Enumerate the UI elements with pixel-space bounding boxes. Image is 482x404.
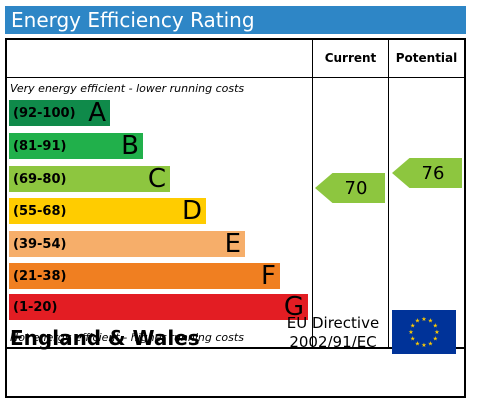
band-letter: A	[88, 98, 106, 128]
flag-star: ★	[415, 318, 420, 325]
band-letter: C	[147, 164, 166, 194]
flag-star: ★	[421, 342, 426, 349]
flag-star: ★	[410, 336, 415, 343]
band-range: (21-38)	[13, 268, 67, 284]
bottom-note: Not energy efficient - higher running co…	[10, 331, 244, 344]
band-b: (81-91) B	[9, 133, 143, 159]
band-f: (21-38) F	[9, 263, 280, 289]
band-range: (69-80)	[13, 171, 67, 187]
band-letter: F	[261, 261, 276, 291]
footer-divider	[7, 347, 464, 349]
band-letter: B	[121, 131, 139, 161]
band-letter: D	[181, 196, 202, 226]
band-range: (81-91)	[13, 138, 67, 154]
potential-rating-value: 76	[421, 162, 445, 184]
header-divider	[7, 77, 464, 78]
band-c: (69-80) C	[9, 166, 170, 192]
flag-star: ★	[434, 329, 439, 336]
band-g: (1-20) G	[9, 294, 308, 320]
band-letter: E	[224, 229, 241, 259]
band-range: (1-20)	[13, 299, 58, 315]
band-range: (55-68)	[13, 203, 67, 219]
region-label: England & Wales	[10, 326, 200, 350]
band-letter: G	[283, 292, 304, 322]
flag-star: ★	[408, 329, 413, 336]
potential-column-divider	[388, 40, 389, 347]
page-title: Energy Efficiency Rating	[5, 6, 466, 34]
flag-star: ★	[410, 323, 415, 330]
current-column-divider	[312, 40, 313, 347]
flag-star: ★	[428, 318, 433, 325]
current-rating-value: 70	[344, 177, 368, 199]
band-range: (92-100)	[13, 105, 76, 121]
band-range: (39-54)	[13, 236, 67, 252]
potential-rating-arrow: 76	[392, 158, 462, 188]
flag-star: ★	[421, 316, 426, 323]
current-header: Current	[324, 51, 377, 65]
current-rating-arrow: 70	[315, 173, 385, 203]
flag-star: ★	[428, 340, 433, 347]
potential-header: Potential	[395, 51, 458, 65]
flag-star: ★	[415, 340, 420, 347]
eu-directive: EU Directive 2002/91/EC	[278, 314, 388, 352]
flag-star: ★	[433, 323, 438, 330]
band-a: (92-100) A	[9, 100, 110, 126]
rating-frame: Current Potential Very energy efficient …	[5, 38, 466, 398]
directive-line-1: EU Directive	[286, 314, 380, 332]
eu-flag-icon: ★ ★ ★ ★ ★ ★ ★ ★ ★ ★ ★ ★	[392, 310, 456, 354]
top-note: Very energy efficient - lower running co…	[10, 82, 245, 95]
flag-star: ★	[433, 336, 438, 343]
directive-line-2: 2002/91/EC	[289, 333, 377, 351]
band-d: (55-68) D	[9, 198, 206, 224]
band-e: (39-54) E	[9, 231, 245, 257]
